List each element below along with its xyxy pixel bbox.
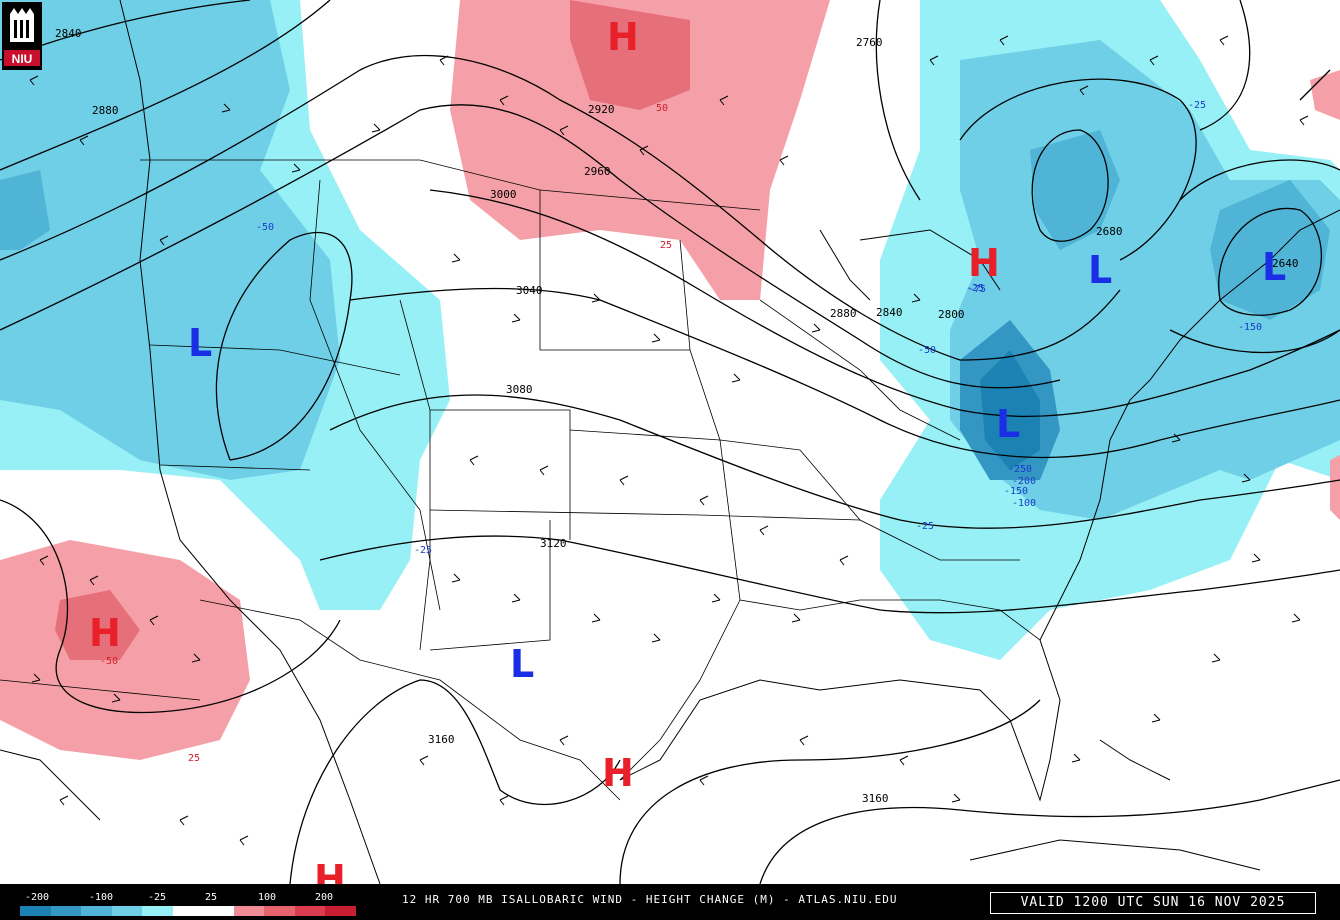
change-label: -75 [968, 284, 986, 295]
valid-time: VALID 1200 UTC SUN 16 NOV 2025 [990, 892, 1316, 914]
color-swatch [294, 906, 326, 916]
color-swatch [20, 906, 51, 916]
pressure-centers: H H H H H L L L L L [89, 15, 1286, 884]
color-swatch [264, 906, 295, 916]
height-label: 2800 [938, 308, 965, 321]
height-label: 2840 [55, 27, 82, 40]
height-label: 2960 [584, 165, 611, 178]
height-label: 3080 [506, 383, 533, 396]
high-center: H [607, 15, 639, 59]
change-label: -50 [100, 656, 118, 667]
color-swatch [172, 906, 204, 916]
coastlines [0, 0, 1340, 884]
color-swatch [325, 906, 357, 916]
high-center: H [314, 857, 346, 884]
product-title: 12 HR 700 MB ISALLOBARIC WIND - HEIGHT C… [402, 893, 898, 906]
color-swatch [81, 906, 112, 916]
change-label: -25 [1188, 100, 1206, 111]
height-label: 2880 [92, 104, 119, 117]
change-label: -50 [918, 345, 936, 356]
niu-logo: NIU [2, 2, 42, 70]
height-label: 3160 [862, 792, 889, 805]
low-center: L [188, 321, 212, 365]
change-label: -25 [916, 521, 934, 532]
height-label: 3040 [516, 284, 543, 297]
legend-label: 200 [314, 892, 334, 903]
legend-labels: -200 -100 -25 25 100 200 [20, 892, 356, 904]
color-swatch [111, 906, 143, 916]
change-label: -150 [1238, 322, 1262, 333]
height-label: 2840 [876, 306, 903, 319]
change-label: 25 [660, 240, 672, 251]
high-center: H [968, 241, 1000, 285]
change-label: -25 [966, 283, 984, 294]
change-label: -250 [1008, 464, 1032, 475]
high-center: H [602, 751, 634, 795]
legend-label: 25 [204, 892, 218, 903]
change-label: 50 [656, 103, 668, 114]
state-boundaries [0, 159, 1041, 801]
height-change-shading [0, 0, 1340, 760]
isallobaric-map: NIU 2840 2880 2760 2920 2960 3000 3040 3… [0, 0, 1340, 884]
low-center: L [1088, 248, 1112, 292]
footer-bar: -200 -100 -25 25 100 200 12 HR 700 MB IS… [0, 884, 1340, 920]
height-label: 2920 [588, 103, 615, 116]
color-swatch [50, 906, 82, 916]
change-label: -150 [1004, 486, 1028, 497]
legend-label: -100 [88, 892, 114, 903]
low-center: L [510, 642, 534, 686]
height-label: 2760 [856, 36, 883, 49]
color-swatch [203, 906, 234, 916]
change-label: -200 [1012, 476, 1036, 487]
low-center: L [1262, 245, 1286, 289]
height-label: 3120 [540, 537, 567, 550]
height-label: 3000 [490, 188, 517, 201]
change-label: -25 [414, 545, 432, 556]
height-label: 2680 [1096, 225, 1123, 238]
color-swatch [233, 906, 265, 916]
height-label: 2880 [830, 307, 857, 320]
height-label: 3160 [428, 733, 455, 746]
change-label: 25 [188, 753, 200, 764]
color-scale-bar [20, 906, 357, 916]
legend-label: -200 [24, 892, 50, 903]
height-label: 2640 [1272, 257, 1299, 270]
legend-label: 100 [257, 892, 277, 903]
color-swatch [142, 906, 173, 916]
height-contour-labels: 2840 2880 2760 2920 2960 3000 3040 3080 … [55, 27, 1299, 805]
height-change-labels: -50 -25 -25 50 25 -50 25 -25 -25 -150 -5… [100, 100, 1262, 764]
legend-label: -25 [147, 892, 167, 903]
height-contours [0, 0, 1340, 884]
change-label: -50 [256, 222, 274, 233]
low-center: L [996, 402, 1020, 446]
change-label: -100 [1012, 498, 1036, 509]
logo-text: NIU [12, 52, 33, 66]
isallobaric-wind-arrows [29, 35, 1309, 846]
high-center: H [89, 611, 121, 655]
